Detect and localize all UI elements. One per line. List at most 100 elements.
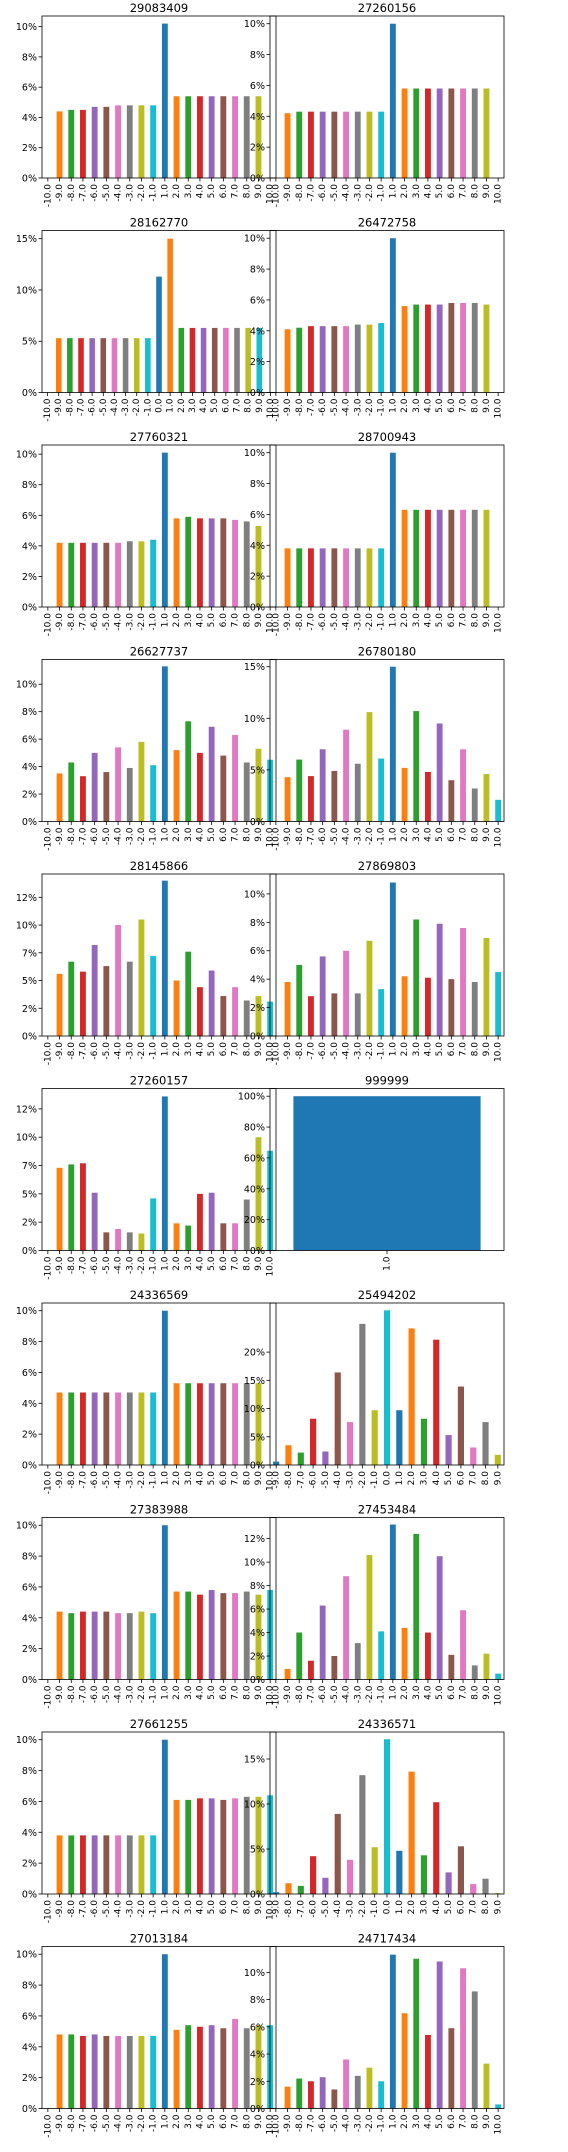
y-tick-label: 2% <box>250 1003 265 1014</box>
axes-frame <box>41 1517 277 1680</box>
x-tick-label: 2.0 <box>400 1042 410 1057</box>
y-tick-label: 8% <box>250 479 265 490</box>
bar <box>383 1739 391 1894</box>
x-tick-label: 3.0 <box>412 1042 422 1057</box>
x-tick-label: -3.0 <box>121 398 131 416</box>
axes-frame <box>41 1302 277 1466</box>
bar <box>243 1199 250 1251</box>
bar <box>471 88 478 178</box>
y-tick-label: 0% <box>250 817 265 828</box>
bar <box>425 88 431 178</box>
x-tick-label: -9.0 <box>54 398 64 416</box>
x-tick-label: -1.0 <box>149 1900 159 1918</box>
x-tick-label: -5.0 <box>102 1042 112 1060</box>
bar <box>91 106 98 178</box>
x-tick-label: 1.0 <box>160 613 170 628</box>
x-tick-label: 6.0 <box>219 184 229 199</box>
x-tick-label: -6.0 <box>318 613 328 631</box>
x-tick-label: -8.0 <box>67 2114 77 2132</box>
x-tick-label: 8.0 <box>470 2114 480 2129</box>
bar <box>103 1232 110 1251</box>
x-tick-label: -3.0 <box>353 398 363 416</box>
x-tick-label: -3.0 <box>125 1685 135 1703</box>
x-tick-label: -6.0 <box>309 1471 319 1489</box>
bar <box>284 982 291 1036</box>
x-tick-label: -1.0 <box>149 1471 159 1489</box>
x-tick-label: -3.0 <box>125 1900 135 1918</box>
x-tick-label: 6.0 <box>219 2114 229 2129</box>
bar <box>133 338 140 393</box>
x-tick-label: -6.0 <box>90 827 100 845</box>
bar <box>366 2067 373 2109</box>
bar <box>161 452 168 607</box>
x-tick-label: -1.0 <box>377 398 387 416</box>
bar <box>331 770 338 822</box>
bar <box>495 1673 502 1680</box>
x-tick-label: -3.0 <box>125 1256 135 1274</box>
bar <box>150 1198 157 1251</box>
x-tick-label: -4.0 <box>114 613 124 631</box>
x-tick-label: -7.0 <box>296 1900 306 1918</box>
x-tick-label: 5.0 <box>207 613 217 628</box>
bar <box>482 1878 489 1894</box>
bar <box>91 1192 98 1251</box>
chart-title: 24336569 <box>130 1288 189 1302</box>
bar <box>285 1883 292 1894</box>
x-tick-label: 1.0 <box>160 1685 170 1700</box>
y-tick-label: 2% <box>250 572 265 583</box>
axes-frame <box>41 873 277 1037</box>
bar <box>80 109 86 178</box>
bar <box>80 542 86 607</box>
bar <box>445 1435 452 1465</box>
x-tick-label: -2.0 <box>365 398 375 416</box>
x-tick-label: 9.0 <box>254 1256 264 1271</box>
bar <box>138 1611 145 1680</box>
bar <box>185 2025 192 2109</box>
bar <box>308 548 314 607</box>
bar <box>103 106 110 178</box>
bar <box>103 542 110 607</box>
bar <box>243 96 250 178</box>
x-tick-label: -10.0 <box>271 2114 281 2138</box>
bar <box>331 2089 338 2109</box>
bar <box>413 509 420 607</box>
y-tick-label: 6% <box>250 2022 265 2033</box>
x-tick-label: 7.0 <box>231 1471 241 1486</box>
y-tick-label: 4% <box>250 1628 265 1639</box>
x-tick-label: 5.0 <box>207 1685 217 1700</box>
y-tick-label: 10% <box>16 921 37 932</box>
bar <box>200 327 207 393</box>
bar <box>343 548 349 607</box>
y-tick-label: 8% <box>22 1981 37 1992</box>
x-tick-label: -3.0 <box>125 1042 135 1060</box>
bar <box>197 1383 203 1465</box>
x-tick-label: -5.0 <box>330 398 340 416</box>
bar <box>255 748 262 822</box>
x-tick-label: -1.0 <box>377 2114 387 2132</box>
bar <box>319 956 326 1036</box>
x-tick-label: 10.0 <box>266 1256 276 1276</box>
bar <box>366 712 373 822</box>
x-tick-label: 2.0 <box>172 827 182 842</box>
bar <box>308 1660 314 1680</box>
bar <box>255 96 262 178</box>
bar <box>413 919 420 1036</box>
x-tick-label: 2.0 <box>172 1900 182 1915</box>
bar <box>68 2034 75 2109</box>
bar <box>161 1096 168 1251</box>
x-tick-label: 8.0 <box>244 398 254 413</box>
x-tick-label: 5.0 <box>435 184 445 199</box>
bar <box>319 548 326 607</box>
x-tick-label: 4.0 <box>423 1042 433 1057</box>
x-tick-label: 1.0 <box>160 2114 170 2129</box>
x-tick-label: 5.0 <box>435 398 445 413</box>
y-tick-label: 5% <box>250 1432 265 1443</box>
y-tick-label: 5% <box>250 1845 265 1856</box>
x-tick-label: -6.0 <box>318 398 328 416</box>
bar <box>56 1167 63 1251</box>
bar <box>296 2078 303 2109</box>
bar <box>448 88 455 178</box>
bar <box>285 1445 292 1465</box>
y-tick-label: 0% <box>250 388 265 399</box>
